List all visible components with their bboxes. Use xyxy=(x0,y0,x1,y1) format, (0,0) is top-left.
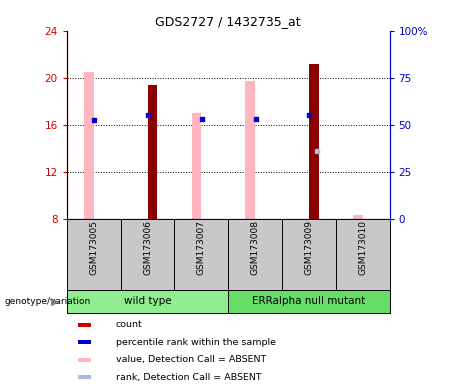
Bar xyxy=(84,72,94,219)
Bar xyxy=(192,113,201,219)
Text: GSM173009: GSM173009 xyxy=(304,220,313,275)
Bar xyxy=(245,81,255,219)
Text: GSM173005: GSM173005 xyxy=(89,220,98,275)
Bar xyxy=(78,323,91,327)
Text: ▶: ▶ xyxy=(51,296,59,306)
Text: count: count xyxy=(116,320,143,329)
Text: GSM173007: GSM173007 xyxy=(197,220,206,275)
Text: percentile rank within the sample: percentile rank within the sample xyxy=(116,338,276,347)
Bar xyxy=(309,64,319,219)
Text: ERRalpha null mutant: ERRalpha null mutant xyxy=(252,296,366,306)
Text: wild type: wild type xyxy=(124,296,171,306)
FancyBboxPatch shape xyxy=(67,290,228,313)
Text: GSM173006: GSM173006 xyxy=(143,220,152,275)
Text: value, Detection Call = ABSENT: value, Detection Call = ABSENT xyxy=(116,355,266,364)
Text: GSM173008: GSM173008 xyxy=(251,220,260,275)
Bar xyxy=(353,215,363,219)
Bar xyxy=(78,340,91,344)
Text: genotype/variation: genotype/variation xyxy=(5,297,91,306)
FancyBboxPatch shape xyxy=(228,290,390,313)
Bar xyxy=(78,375,91,379)
Bar xyxy=(148,85,157,219)
Text: GSM173010: GSM173010 xyxy=(358,220,367,275)
Bar xyxy=(78,358,91,362)
Text: rank, Detection Call = ABSENT: rank, Detection Call = ABSENT xyxy=(116,373,261,382)
Title: GDS2727 / 1432735_at: GDS2727 / 1432735_at xyxy=(155,15,301,28)
